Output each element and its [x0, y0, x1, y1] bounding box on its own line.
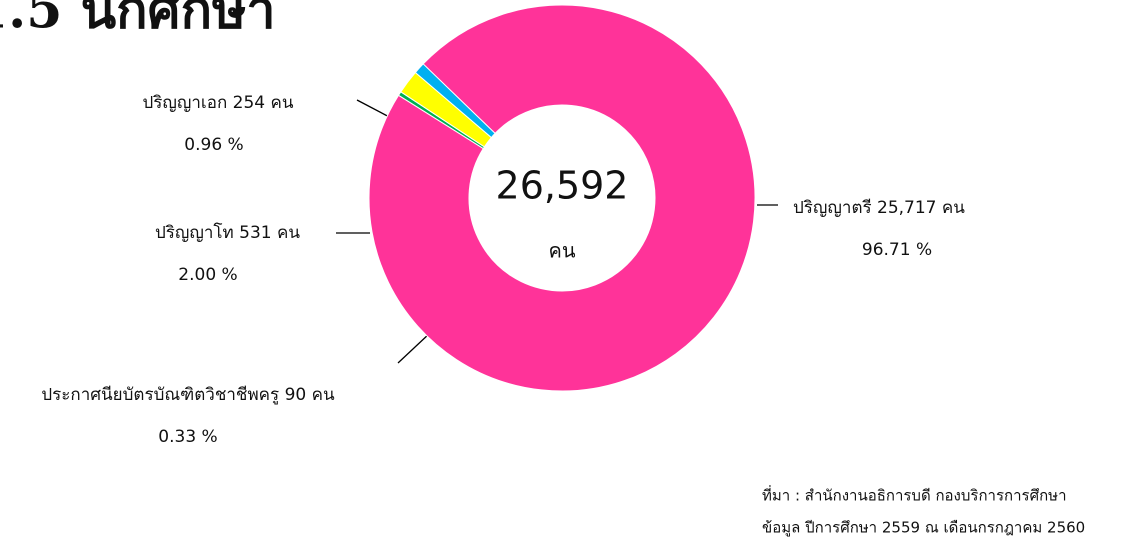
percent-label: 0.33 % [158, 427, 217, 447]
percent-label: 0.96 % [184, 135, 243, 155]
category-name: ปริญญาตรี [793, 198, 872, 218]
category-name: ปริญญาเอก [142, 93, 227, 113]
total: 26,592 [496, 164, 629, 208]
unit: คน [312, 385, 335, 405]
slices [368, 4, 756, 392]
category-name: ประกาศนียบัตรบัณฑิตวิชาชีพครู [41, 385, 279, 405]
category-name: ปริญญาโท [155, 222, 234, 243]
slice [414, 63, 496, 139]
percent-label: 96.71 % [862, 240, 932, 260]
source: ที่มา : สำนักงานอธิการบดี กองบริการการศึ… [762, 485, 1067, 505]
value-label: 25,717 [877, 198, 936, 218]
total-unit: คน [548, 239, 575, 263]
slice-label: ปริญญาเอก 254 คน [142, 93, 293, 113]
leader-line [397, 332, 431, 364]
slice-label: ประกาศนียบัตรบัณฑิตวิชาชีพครู 90 คน [41, 385, 335, 405]
unit: คน [942, 198, 965, 218]
slice-label: ปริญญาตรี 25,717 คน [793, 198, 965, 218]
unit: คน [277, 223, 300, 243]
slice [368, 4, 756, 392]
source: ข้อมูล ปีการศึกษา 2559 ณ เดือนกรกฎาคม 25… [762, 519, 1085, 537]
unit: คน [271, 93, 294, 113]
value-label: 531 [239, 223, 271, 243]
value-label: 90 [285, 385, 307, 405]
chart-title: 1.5 นักศึกษา [0, 0, 276, 41]
value-label: 254 [233, 93, 265, 113]
slice-label: ปริญญาโท 531 คน [155, 222, 300, 243]
percent-label: 2.00 % [178, 265, 237, 285]
